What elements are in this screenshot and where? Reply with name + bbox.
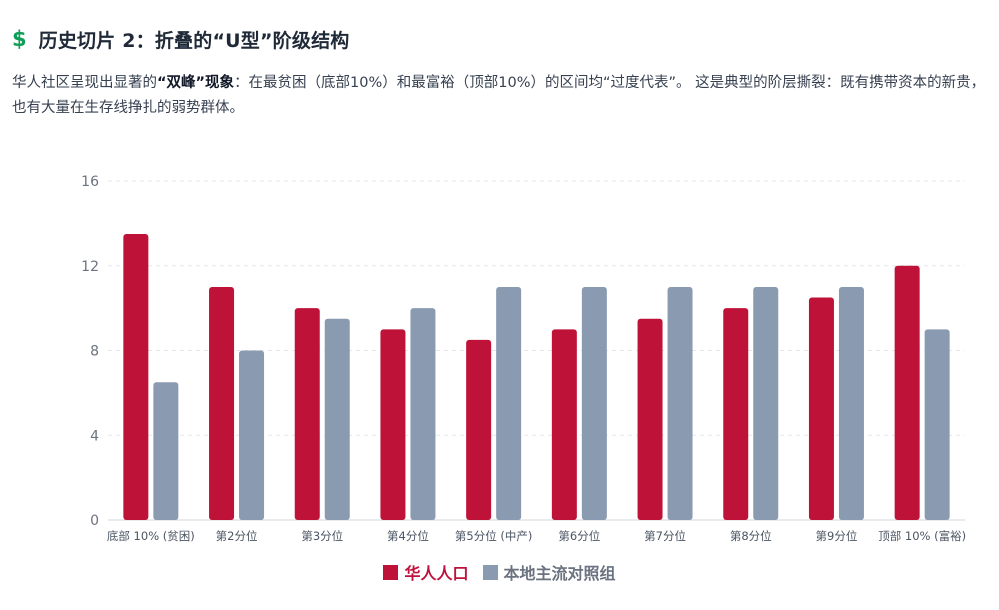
x-tick-label: 第9分位 [816,529,858,543]
bar-chinese-population [209,286,235,520]
x-tick-label: 第6分位 [558,529,600,543]
x-tick-label: 第4分位 [387,529,429,543]
bar-chinese-population [380,329,406,520]
bar-local-mainstream [581,286,607,520]
bar-chinese-population [894,265,920,520]
x-tick-label: 顶部 10% (富裕) [878,529,966,543]
legend-item-local-mainstream: 本地主流对照组 [482,560,616,584]
bar-chinese-population [723,308,749,520]
bar-chinese-population [294,308,320,520]
bar-local-mainstream [753,286,779,520]
x-tick-label: 第3分位 [301,529,343,543]
bar-chinese-population [466,339,492,520]
y-tick-label: 16 [81,174,99,190]
bar-chinese-population [808,297,834,520]
description: 华人社区呈现出显著的“双峰”现象：在最贫困（底部10%）和最富裕（顶部10%）的… [12,71,987,121]
bar-local-mainstream [324,318,350,520]
x-tick-label: 第2分位 [216,529,258,543]
x-tick-label: 第8分位 [730,529,772,543]
header: $ 历史切片 2：折叠的“U型”阶级结构 [12,26,349,53]
bar-local-mainstream [667,286,693,520]
bar-chinese-population [123,233,149,520]
legend-label-chinese-population: 华人人口 [404,564,469,583]
description-text-2: ：在最贫困（底部10%）和最富裕（顶部10%）的区间均“过度代表”。 这是典型的… [12,75,986,116]
x-tick-label: 第7分位 [644,529,686,543]
legend-swatch-chinese-population [383,564,399,580]
x-tick-label: 底部 10% (贫困) [107,529,195,543]
bar-local-mainstream [496,286,522,520]
bar-local-mainstream [924,329,950,520]
legend: 华人人口 本地主流对照组 [0,560,999,584]
bar-local-mainstream [838,286,864,520]
page-title: 历史切片 2：折叠的“U型”阶级结构 [38,30,350,52]
description-emphasis: “双峰”现象 [157,75,235,91]
bar-local-mainstream [153,382,179,520]
bar-chinese-population [551,329,577,520]
y-tick-label: 8 [90,344,99,360]
legend-swatch-local-mainstream [482,564,498,580]
x-tick-label: 第5分位 (中产) [455,529,532,543]
dollar-icon: $ [12,27,27,51]
description-text-1: 华人社区呈现出显著的 [12,75,157,91]
bar-chinese-population [637,318,663,520]
legend-label-local-mainstream: 本地主流对照组 [503,564,616,583]
y-tick-label: 12 [81,259,99,275]
legend-item-chinese-population: 华人人口 [383,560,469,584]
y-tick-label: 4 [90,428,99,444]
y-tick-label: 0 [90,513,99,529]
bar-local-mainstream [410,308,436,520]
bar-local-mainstream [239,350,265,520]
